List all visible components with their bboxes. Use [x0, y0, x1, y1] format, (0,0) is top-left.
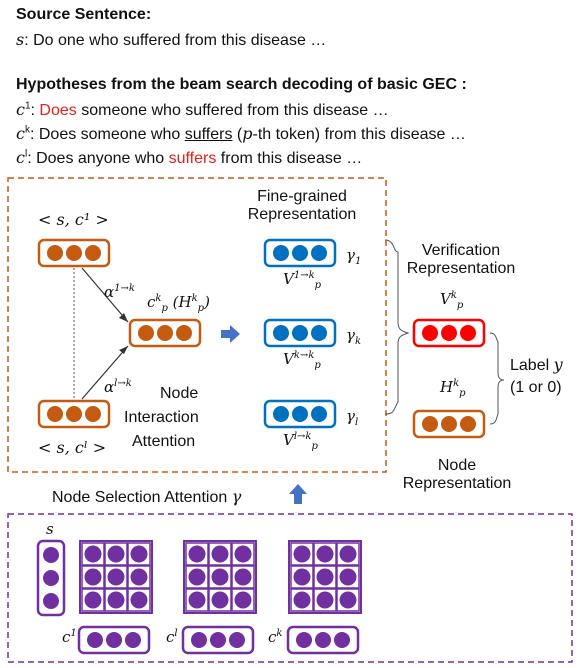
grid-dot — [130, 568, 148, 586]
arrow-bottom-to-center — [81, 345, 129, 400]
fine-grained-label: Fine-grained Representation — [247, 188, 357, 223]
node-selection-label: Node Selection Attention γ — [52, 487, 242, 506]
grid-dot — [293, 568, 311, 586]
grid-dot — [211, 545, 229, 563]
grid-cl — [183, 540, 257, 614]
source-sentence: s: Do one who suffered from this disease… — [16, 30, 327, 49]
alpha-bottom-label: αl→k — [104, 378, 132, 396]
s-vertical-label: s — [46, 520, 54, 538]
grid-dot — [107, 568, 125, 586]
verification-var: Vkp — [440, 290, 464, 311]
grid-dot — [188, 591, 206, 609]
node-verification — [412, 318, 486, 348]
ck-bottom-label: ck — [268, 628, 283, 646]
grid-ck — [288, 540, 362, 614]
cl-bottom-label: cl — [166, 628, 178, 646]
node-label-node: Node — [160, 385, 199, 402]
node-vl — [263, 399, 337, 429]
blue-arrow-right — [221, 325, 240, 343]
grid-dot — [130, 545, 148, 563]
hypotheses-heading: Hypotheses from the beam search decoding… — [16, 76, 467, 93]
grid-dot — [234, 568, 252, 586]
hypothesis-ck: ck: Does someone who suffers (p-th token… — [16, 124, 466, 143]
node-s-cl — [37, 399, 111, 429]
grid-dot — [234, 591, 252, 609]
alpha-top-label: α1→k — [104, 283, 135, 301]
node-vk — [263, 318, 337, 348]
grid-dot — [293, 591, 311, 609]
grid-dot — [234, 545, 252, 563]
vk-label: Vk→kp — [283, 350, 321, 371]
node-label-attention: Attention — [132, 433, 196, 450]
grid-dot — [107, 591, 125, 609]
node-representation — [412, 409, 486, 439]
grid-dot — [339, 591, 357, 609]
source-heading: Source Sentence: — [16, 6, 152, 23]
c1-bottom-label: c1 — [62, 628, 77, 646]
node-cl-horizontal — [181, 625, 255, 655]
grid-dot — [316, 591, 334, 609]
grid-dot — [211, 568, 229, 586]
grid-c1 — [79, 540, 153, 614]
node-c1-horizontal — [77, 625, 151, 655]
grid-dot — [293, 545, 311, 563]
grid-dot — [211, 591, 229, 609]
arrow-top-to-center — [81, 267, 129, 323]
gamma-1: γ1 — [346, 246, 362, 267]
hypothesis-c1: c1: Does someone who suffered from this … — [16, 100, 389, 119]
grid-dot — [316, 568, 334, 586]
grid-dot — [84, 545, 102, 563]
grid-dot — [84, 591, 102, 609]
pair-top-label: < s, c¹ > — [38, 210, 109, 229]
grid-dot — [188, 545, 206, 563]
label-bracket — [489, 332, 505, 425]
verification-label: Verification Representation — [406, 242, 516, 277]
grid-dot — [316, 545, 334, 563]
grid-dot — [84, 568, 102, 586]
pair-bottom-label: < s, cˡ > — [38, 438, 107, 457]
label-y: Label y — [510, 355, 563, 374]
grid-dot — [339, 545, 357, 563]
node-ck-p — [128, 318, 202, 348]
grid-dot — [107, 545, 125, 563]
hypothesis-cl: cl: Does anyone who suffers from this di… — [16, 148, 363, 167]
selection-frame — [7, 513, 573, 663]
node-var: Hkp — [440, 378, 466, 399]
vl-label: Vl→kp — [283, 431, 318, 452]
node-s-c1 — [37, 238, 111, 268]
center-node-label: ckp (Hkp) — [147, 293, 210, 314]
blue-arrow-up — [289, 484, 307, 504]
grid-dot — [188, 568, 206, 586]
label-values: (1 or 0) — [510, 379, 562, 396]
interaction-frame — [7, 177, 387, 473]
grid-dot — [339, 568, 357, 586]
grid-dot — [130, 591, 148, 609]
gamma-bracket — [384, 239, 410, 415]
v1-label: V1→kp — [283, 270, 322, 291]
node-v1 — [263, 238, 337, 268]
node-representation-label: Node Representation — [402, 457, 512, 492]
node-ck-horizontal — [286, 625, 360, 655]
node-label-interaction: Interaction — [124, 409, 199, 426]
gamma-l: γl — [346, 407, 359, 428]
node-s-vertical — [36, 539, 66, 617]
gamma-k: γk — [346, 326, 362, 347]
